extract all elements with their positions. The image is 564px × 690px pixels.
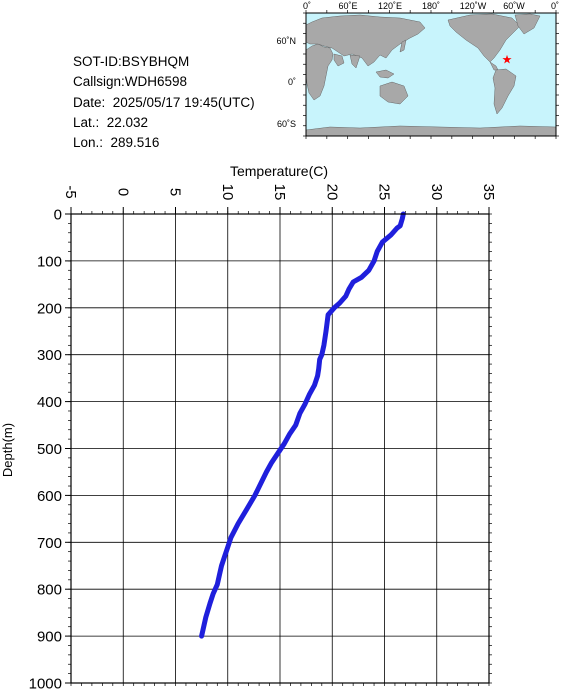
map-ticks xyxy=(303,10,559,139)
y-tick-label: 800 xyxy=(37,582,62,599)
plot-frame xyxy=(70,213,490,684)
map-lat-label: 60˚S xyxy=(277,119,296,129)
map-lon-label: 0˚ xyxy=(551,1,559,11)
x-tick-label: 0 xyxy=(114,188,131,196)
y-tick-labels: 0 100 200 300 400 500 600 700 800 900 1000 xyxy=(29,207,62,690)
y-tick-label: 0 xyxy=(54,207,62,224)
x-tick-label: 5 xyxy=(167,188,184,196)
map-lon-label: 0˚ xyxy=(303,1,311,11)
x-tick-labels: -5 0 5 10 15 20 25 30 35 xyxy=(62,184,497,201)
map-lon-label: 120˚E xyxy=(378,1,402,11)
date-text: Date: 2025/05/17 19:45(UTC) xyxy=(73,94,255,110)
map-lat-label: 60˚N xyxy=(276,36,296,46)
y-tick-label: 500 xyxy=(37,441,62,458)
x-tick-label: 15 xyxy=(271,184,288,201)
sot-id-text: SOT-ID:BSYBHQM xyxy=(73,54,190,69)
y-tick-label: 600 xyxy=(37,488,62,505)
x-tick-label: 25 xyxy=(376,184,393,201)
latitude-text: Lat.: 22.032 xyxy=(73,114,149,130)
map-land xyxy=(306,13,556,136)
temperature-profile-line xyxy=(199,211,406,639)
x-tick-label: 10 xyxy=(219,184,236,201)
map-lon-label: 60˚E xyxy=(338,1,357,11)
chart-minor-ticks xyxy=(65,207,492,686)
map-lon-label: 60˚W xyxy=(503,1,525,11)
x-tick-label: 30 xyxy=(428,184,445,201)
y-tick-label: 300 xyxy=(37,347,62,364)
x-tick-label: 35 xyxy=(480,184,497,201)
map-lon-label: 180˚ xyxy=(422,1,440,11)
longitude-text: Lon.: 289.516 xyxy=(73,135,160,151)
x-axis-title: Temperature(C) xyxy=(230,163,328,179)
y-tick-label: 1000 xyxy=(29,676,62,690)
map-lat-label: 0˚ xyxy=(288,77,296,87)
y-tick-label: 900 xyxy=(37,629,62,646)
y-tick-label: 700 xyxy=(37,535,62,552)
y-tick-label: 400 xyxy=(37,394,62,411)
y-tick-label: 100 xyxy=(37,253,62,270)
x-tick-label: -5 xyxy=(62,185,79,198)
map-lon-label: 120˚W xyxy=(460,1,487,11)
y-tick-label: 200 xyxy=(37,300,62,317)
y-axis-title: Depth(m) xyxy=(0,423,15,477)
location-map: 0˚ 60˚E 120˚E 180˚ 120˚W 60˚W 0˚ 60˚N 0˚… xyxy=(276,1,559,139)
callsign-text: Callsign:WDH6598 xyxy=(73,74,188,90)
float-info: SOT-ID:BSYBHQM Callsign:WDH6598 Date: 20… xyxy=(73,52,255,153)
location-marker-icon: ★ xyxy=(502,52,513,66)
x-tick-label: 20 xyxy=(323,184,340,201)
